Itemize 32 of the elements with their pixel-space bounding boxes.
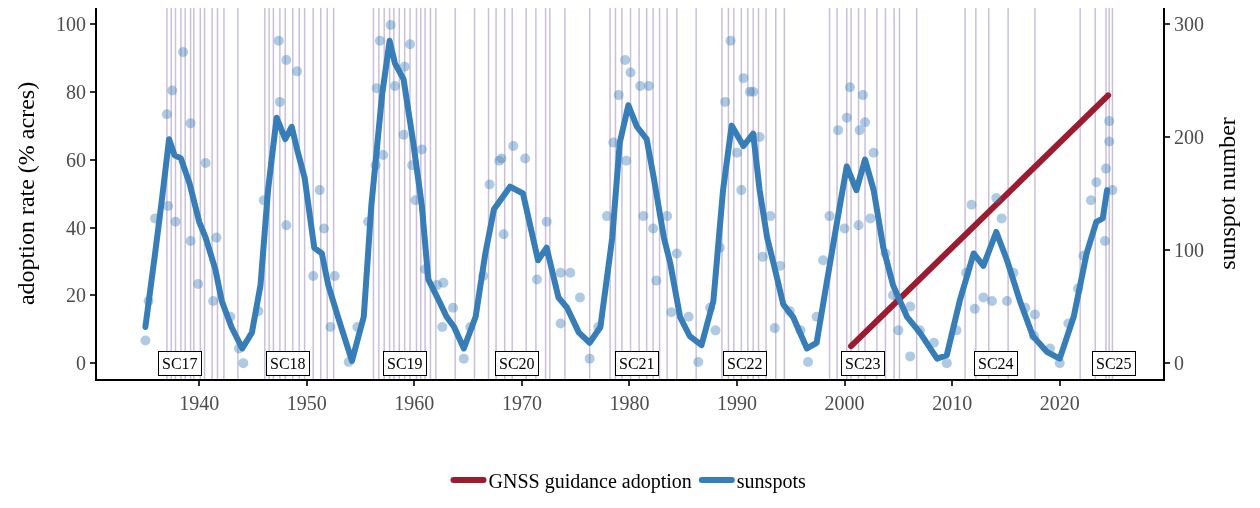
y-axis-title: adoption rate (% acres) bbox=[12, 81, 39, 306]
annotation: SC25 bbox=[1096, 355, 1132, 372]
legend-label: GNSS guidance adoption bbox=[488, 469, 692, 493]
y-tick-label: 40 bbox=[66, 216, 86, 239]
x-tick-label: 2010 bbox=[932, 392, 973, 414]
y2-tick-label: 0 bbox=[1174, 352, 1184, 375]
x-tick-label: 2000 bbox=[824, 392, 865, 414]
y2-tick-label: 200 bbox=[1174, 125, 1204, 148]
x-tick-label: 1980 bbox=[609, 392, 650, 414]
y2-tick-label: 300 bbox=[1174, 12, 1204, 35]
annotation: SC24 bbox=[978, 355, 1014, 372]
y-tick-label: 100 bbox=[56, 13, 86, 36]
annotation: SC21 bbox=[619, 355, 655, 372]
y2-tick-label: 100 bbox=[1174, 239, 1204, 262]
annotation: SC19 bbox=[387, 355, 423, 372]
y-tick-label: 80 bbox=[66, 81, 86, 104]
x-tick-label: 2020 bbox=[1039, 392, 1080, 414]
x-tick-label: 1950 bbox=[286, 392, 327, 414]
x-tick-label: 1990 bbox=[717, 392, 758, 414]
y-tick-label: 20 bbox=[66, 284, 86, 307]
y-tick-label: 0 bbox=[76, 352, 86, 375]
annotation: SC20 bbox=[499, 355, 535, 372]
legend-label: sunspots bbox=[736, 469, 806, 493]
y2-axis-title: sunspot number bbox=[1213, 117, 1240, 270]
annotation: SC17 bbox=[162, 355, 198, 372]
annotation: SC22 bbox=[727, 355, 763, 372]
x-tick-label: 1940 bbox=[179, 392, 220, 414]
annotation: SC18 bbox=[270, 355, 306, 372]
x-tick-label: 1960 bbox=[394, 392, 435, 414]
y-tick-label: 60 bbox=[66, 148, 86, 171]
x-tick-label: 1970 bbox=[501, 392, 542, 414]
annotation: SC23 bbox=[845, 355, 881, 372]
